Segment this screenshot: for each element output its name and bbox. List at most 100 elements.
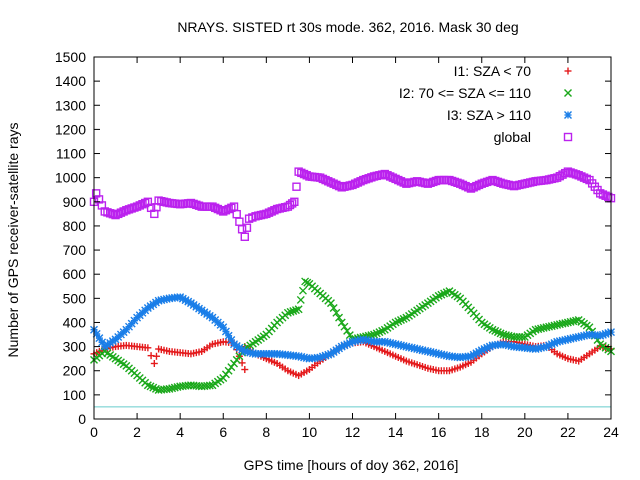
x-tick-label: 6 xyxy=(219,424,227,440)
data-point xyxy=(135,201,144,210)
data-point xyxy=(150,359,158,367)
data-point xyxy=(472,181,481,191)
data-point xyxy=(491,176,500,186)
data-point xyxy=(124,205,134,214)
data-point xyxy=(585,323,594,332)
y-tick-label: 800 xyxy=(63,218,87,234)
data-point xyxy=(604,192,613,202)
y-tick-label: 1000 xyxy=(55,170,86,186)
data-point xyxy=(461,181,470,191)
data-point xyxy=(270,206,279,215)
data-point xyxy=(343,326,352,335)
data-point xyxy=(350,179,360,188)
data-point xyxy=(445,175,454,185)
y-tick-label: 300 xyxy=(63,339,87,355)
data-point xyxy=(242,223,252,232)
y-axis-title: Number of GPS receiver-satellite rays xyxy=(5,123,21,358)
data-point xyxy=(477,179,486,188)
legend: I1: SZA < 70 I2: 70 <= SZA <= 110 I3: SZA … xyxy=(399,63,573,145)
data-point xyxy=(122,206,131,215)
data-point xyxy=(294,305,303,314)
data-point xyxy=(391,174,400,184)
data-point xyxy=(326,299,335,308)
data-point xyxy=(596,189,605,198)
data-point xyxy=(450,177,460,187)
data-point xyxy=(480,178,489,187)
data-point xyxy=(213,204,223,214)
data-point xyxy=(289,307,298,315)
data-point xyxy=(100,207,109,216)
data-point xyxy=(189,199,198,209)
data-point xyxy=(340,322,349,331)
legend-label: I3: SZA > 110 xyxy=(447,107,531,123)
data-point xyxy=(429,177,438,187)
data-point xyxy=(396,177,406,186)
data-point xyxy=(108,209,118,219)
legend-marker xyxy=(563,132,573,142)
data-point xyxy=(221,206,231,215)
chart-title: NRAYS. SISTED rt 30s mode. 362, 2016. Ma… xyxy=(177,19,518,35)
data-point xyxy=(227,203,236,213)
x-tick-label: 12 xyxy=(345,424,361,440)
data-point xyxy=(292,182,301,191)
x-tick-label: 4 xyxy=(176,424,184,440)
data-point xyxy=(116,208,126,217)
data-point xyxy=(598,190,608,199)
data-point xyxy=(286,307,295,316)
data-point xyxy=(493,177,503,187)
data-point xyxy=(103,208,112,217)
data-point xyxy=(267,207,276,216)
data-point xyxy=(297,168,306,178)
data-point xyxy=(318,174,328,184)
data-point xyxy=(466,184,476,193)
x-tick-label: 8 xyxy=(262,424,270,440)
y-tick-label: 1400 xyxy=(55,73,86,89)
data-point xyxy=(105,209,115,218)
data-point xyxy=(426,178,435,187)
y-tick-label: 400 xyxy=(63,314,87,330)
data-point xyxy=(569,169,578,178)
data-point xyxy=(458,180,468,190)
x-axis-title: GPS time [hours of doy 362, 2016] xyxy=(244,457,459,473)
x-tick-label: 24 xyxy=(603,424,619,440)
data-point xyxy=(152,352,160,360)
data-point xyxy=(241,366,249,374)
y-tick-label: 600 xyxy=(63,266,87,282)
data-point xyxy=(367,173,376,182)
data-point xyxy=(356,177,365,186)
data-point xyxy=(431,176,441,186)
data-point xyxy=(447,176,457,186)
x-tick-label: 2 xyxy=(133,424,141,440)
x-tick-label: 16 xyxy=(431,424,447,440)
data-point xyxy=(601,191,610,200)
data-point xyxy=(485,176,495,186)
data-point xyxy=(423,179,433,188)
data-point xyxy=(364,174,373,183)
data-point xyxy=(283,308,292,317)
data-point xyxy=(205,381,214,390)
data-point xyxy=(219,207,228,216)
data-point xyxy=(496,178,505,187)
data-point xyxy=(474,180,484,190)
data-point xyxy=(332,180,341,190)
data-point xyxy=(321,175,330,185)
y-tick-label: 1200 xyxy=(55,121,86,137)
data-point xyxy=(324,177,333,186)
data-point xyxy=(290,197,299,207)
data-point xyxy=(383,171,392,180)
data-point xyxy=(130,203,139,212)
data-point xyxy=(577,172,586,181)
data-point xyxy=(380,169,390,179)
x-tick-label: 20 xyxy=(517,424,533,440)
data-point xyxy=(399,178,408,187)
y-tick-label: 1300 xyxy=(55,97,86,113)
data-point xyxy=(210,203,220,213)
data-point xyxy=(329,179,338,188)
data-point xyxy=(464,183,473,192)
data-point xyxy=(302,171,311,180)
data-point xyxy=(469,350,478,359)
x-tick-label: 22 xyxy=(560,424,576,440)
y-tick-label: 100 xyxy=(63,387,87,403)
data-point xyxy=(561,168,570,178)
data-point xyxy=(469,183,478,192)
